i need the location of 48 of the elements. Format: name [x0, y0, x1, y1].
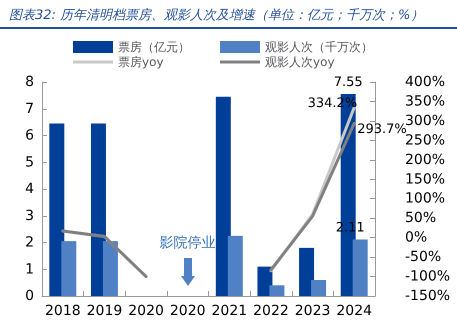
y2-tick-label: 400% — [405, 74, 446, 90]
y2-tick-label: 300% — [405, 112, 446, 129]
y-tick-label: 7 — [25, 100, 34, 117]
y2-tick-label: 200% — [405, 152, 446, 168]
bar — [352, 240, 368, 296]
y2-tick-label: 150% — [405, 171, 446, 188]
bar — [311, 280, 326, 296]
legend-label: 票房（亿元） — [118, 40, 190, 54]
bar — [257, 266, 272, 296]
y-tick-label: 3 — [25, 208, 34, 224]
y2-tick-label: -100% — [405, 268, 450, 285]
bar — [90, 123, 106, 296]
y2-tick-label: -150% — [405, 288, 450, 304]
y2-tick-label: 50% — [405, 210, 436, 226]
bar — [61, 241, 76, 296]
bar — [216, 96, 231, 296]
chart-title: 图表32: 历年清明档票房、观影人次及增速（单位：亿元；千万次；%） — [9, 7, 424, 23]
y-tick-label: 1 — [25, 261, 34, 278]
x-tick-label: 2024 — [336, 303, 372, 319]
y-tick-label: 5 — [25, 154, 34, 170]
data-label: 7.55 — [334, 75, 363, 90]
y2-tick-label: -50% — [405, 249, 442, 266]
y2-tick-label: 0% — [405, 230, 428, 246]
x-tick-label: 2022 — [253, 303, 289, 319]
bar — [49, 123, 64, 296]
x-tick-label: 2019 — [86, 303, 122, 319]
data-label: 293.7% — [357, 122, 407, 137]
y-tick-label: 4 — [25, 181, 34, 197]
x-tick-label: 2023 — [294, 303, 330, 319]
y2-tick-label: 250% — [405, 132, 446, 148]
y-tick-label: 0 — [25, 288, 34, 304]
y-tick-label: 8 — [25, 74, 34, 90]
y2-tick-label: 350% — [405, 93, 446, 110]
bar — [269, 285, 284, 296]
bar — [102, 241, 118, 296]
x-tick-label: 2020 — [128, 303, 164, 319]
x-tick-label: 2020 — [170, 303, 206, 319]
legend-label: 观影人次（千万次） — [265, 40, 373, 54]
x-tick-label: 2021 — [211, 303, 248, 319]
y2-tick-label: 100% — [405, 190, 446, 207]
y-tick-label: 6 — [25, 128, 34, 144]
annotation: 影院停业 — [160, 234, 216, 252]
bar — [228, 236, 243, 296]
x-tick-label: 2018 — [44, 303, 81, 319]
bar — [299, 248, 314, 296]
legend-label: 票房yoy — [118, 55, 164, 69]
y-tick-label: 2 — [25, 234, 34, 250]
legend-label: 观影人次yoy — [265, 55, 335, 69]
